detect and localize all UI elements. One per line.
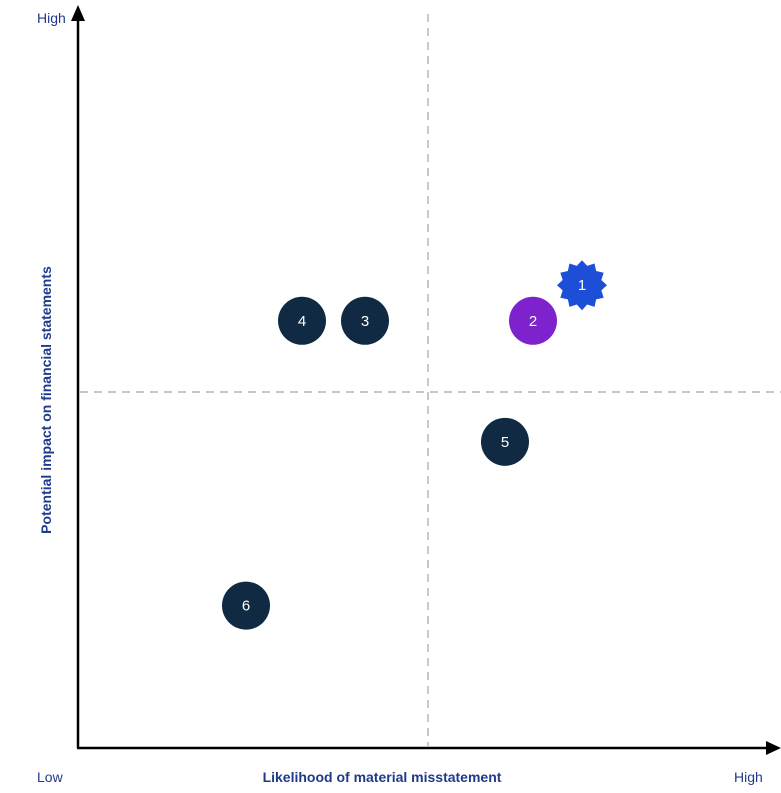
point-2-label: 2: [529, 313, 537, 330]
y-high-label: High: [37, 10, 66, 26]
point-3-marker: [341, 296, 389, 345]
x-high-label: High: [734, 769, 763, 785]
x-axis-arrow-icon: [766, 741, 781, 755]
point-2-marker: [509, 296, 557, 345]
y-axis-arrow-icon: [71, 5, 85, 21]
point-6-label: 6: [242, 598, 250, 615]
x-low-label: Low: [37, 769, 64, 785]
point-6-marker: [222, 581, 270, 630]
point-4-marker: [278, 296, 326, 345]
point-5-marker: [481, 417, 529, 466]
data-points: 1 2 3 4 5 6: [222, 260, 607, 630]
point-1-badge-marker: [557, 260, 607, 311]
x-axis-title: Likelihood of material misstatement: [263, 769, 502, 785]
point-1-label: 1: [578, 277, 586, 294]
y-axis-title: Potential impact on financial statements: [38, 266, 54, 534]
point-3-label: 3: [361, 313, 369, 330]
point-5-label: 5: [501, 434, 509, 451]
point-4-label: 4: [298, 313, 306, 330]
